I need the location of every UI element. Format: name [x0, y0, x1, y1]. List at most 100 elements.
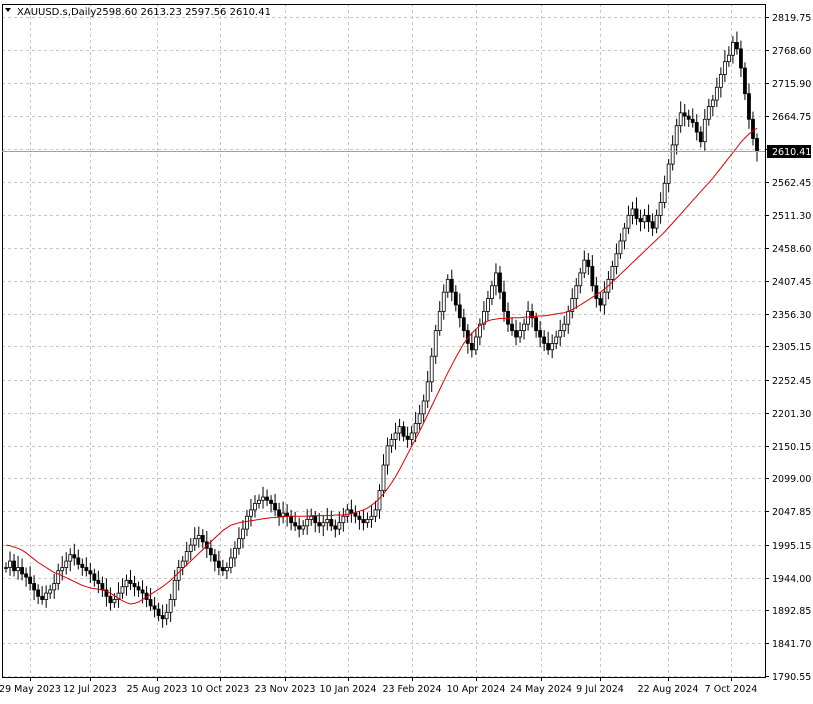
- x-tick-label: 29 May 2023: [0, 684, 61, 695]
- candle-body: [148, 599, 153, 607]
- candle-body: [237, 538, 241, 549]
- candle-body: [96, 579, 101, 584]
- candle-body: [265, 496, 269, 501]
- candle-body: [409, 432, 414, 440]
- candle-body: [670, 144, 675, 165]
- candle-body: [594, 285, 599, 299]
- candle-body: [32, 583, 37, 591]
- candle-body: [522, 323, 526, 331]
- x-tick-label: 24 May 2024: [510, 684, 572, 695]
- candle-body: [369, 515, 374, 520]
- candle-body: [421, 400, 426, 415]
- candle-body: [646, 214, 651, 223]
- candle-body: [84, 567, 89, 572]
- dropdown-triangle-icon[interactable]: [5, 8, 11, 12]
- candle-body: [128, 579, 133, 584]
- candle-body: [502, 291, 506, 312]
- candle-body: [453, 291, 458, 306]
- candle-body: [413, 423, 418, 434]
- x-tick-label: 7 Oct 2024: [705, 684, 758, 695]
- candle-body: [638, 218, 643, 223]
- candle-body: [349, 509, 354, 514]
- candle-body: [642, 214, 647, 223]
- candle-body: [120, 586, 125, 594]
- plot-frame: [2, 4, 766, 678]
- candle-body: [88, 570, 93, 575]
- chart-header: XAUUSD.s,Daily 2598.60 2613.23 2597.56 2…: [5, 7, 271, 18]
- candle-body: [678, 112, 683, 127]
- candle-body: [630, 208, 635, 216]
- candle-body: [437, 310, 442, 331]
- candle-body: [224, 567, 229, 572]
- candle-body: [333, 525, 338, 530]
- candle-body: [281, 512, 286, 517]
- candle-body: [168, 599, 173, 613]
- candle-body: [401, 426, 406, 437]
- candle-body: [405, 435, 410, 440]
- candle-body: [702, 118, 707, 143]
- candle-body: [582, 259, 587, 274]
- candle-body: [578, 272, 583, 287]
- candle-body: [546, 342, 551, 351]
- candle-body: [124, 579, 129, 588]
- y-tick-label: 1995.15: [772, 541, 811, 552]
- candle-body: [108, 595, 113, 604]
- candle-body: [590, 266, 595, 287]
- candle-body: [690, 118, 695, 123]
- candle-body: [180, 560, 185, 568]
- candle-body: [622, 227, 627, 242]
- candle-body: [739, 48, 743, 69]
- candle-body: [473, 336, 478, 351]
- candle-body: [132, 583, 137, 588]
- x-tick-label: 22 Aug 2024: [638, 684, 699, 695]
- candle-body: [241, 528, 245, 540]
- x-tick-label: 10 Oct 2023: [191, 684, 250, 695]
- y-tick-label: 2511.30: [772, 211, 811, 222]
- candle-body: [389, 439, 394, 447]
- candle-body: [104, 589, 109, 597]
- candle-body: [381, 464, 386, 492]
- candle-body: [305, 519, 310, 527]
- candle-body: [550, 342, 555, 351]
- y-tick-label: 2099.00: [772, 474, 811, 485]
- moving-average-line: [5, 127, 758, 605]
- candle-body: [449, 278, 454, 293]
- candle-body: [140, 589, 145, 594]
- candle-body: [12, 560, 16, 572]
- candle-body: [357, 515, 362, 520]
- candle-body: [731, 42, 735, 56]
- candle-body: [530, 310, 535, 319]
- candle-body: [36, 589, 41, 597]
- x-tick-label: 10 Jan 2024: [320, 684, 377, 695]
- x-tick-label: 23 Feb 2024: [382, 684, 441, 695]
- x-tick-label: 12 Jul 2023: [63, 684, 117, 695]
- candle-body: [188, 544, 193, 552]
- candle-body: [674, 125, 679, 146]
- candle-body: [285, 512, 290, 517]
- candle-body: [574, 285, 579, 299]
- candle-body: [718, 74, 723, 88]
- candle-body: [200, 535, 205, 543]
- candle-body: [743, 67, 747, 95]
- candle-body: [526, 310, 530, 325]
- candle-body: [24, 573, 28, 578]
- last-price-tag: [767, 145, 811, 158]
- candle-body: [722, 61, 727, 75]
- candle-body: [325, 519, 330, 524]
- y-tick-label: 2047.85: [772, 507, 811, 518]
- y-tick-label: 2305.15: [772, 342, 811, 353]
- candle-body: [558, 330, 563, 338]
- candle-body: [80, 563, 85, 568]
- ohlc-values: 2598.60 2613.23 2597.56 2610.41: [96, 7, 271, 18]
- candle-body: [682, 112, 687, 117]
- x-tick-label: 23 Nov 2023: [255, 684, 316, 695]
- y-tick-label: 2252.45: [772, 376, 811, 387]
- candle-body: [518, 330, 522, 338]
- candle-body: [570, 298, 575, 312]
- y-tick-label: 2407.45: [772, 277, 811, 288]
- candle-layer: [4, 31, 759, 628]
- last-price-label: 2610.41: [772, 147, 811, 158]
- candle-body: [293, 522, 298, 527]
